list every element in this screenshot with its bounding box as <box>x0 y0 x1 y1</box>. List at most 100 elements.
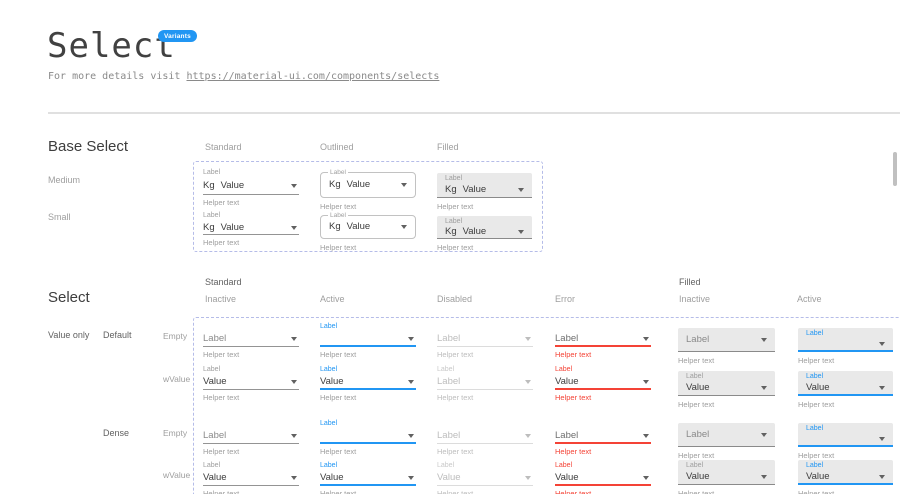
dropdown-caret-icon <box>291 225 297 230</box>
select-standard-active-empty: Label Helper text <box>320 322 416 359</box>
dropdown-caret-icon <box>525 476 531 480</box>
select-dense-standard-inactive-empty: Label Helper text <box>203 419 299 456</box>
select-control[interactable] <box>320 429 416 444</box>
dropdown-caret-icon <box>518 230 524 234</box>
value-text: Value <box>346 221 371 232</box>
adornment: Kg <box>329 221 341 232</box>
select-control: Label <box>437 375 533 390</box>
select-filled-active-wvalue: Label Value Helper text <box>798 371 893 409</box>
page-title: Select <box>47 26 176 66</box>
select-dense-standard-disabled-wvalue: Label Value Helper text <box>437 461 533 494</box>
helper-text: Helper text <box>678 451 715 460</box>
select-value: Value <box>686 382 710 393</box>
select-control[interactable]: Label Value <box>678 371 775 396</box>
select-control[interactable]: Value <box>203 375 299 390</box>
select-label: Label <box>806 462 824 469</box>
select-control[interactable]: Label <box>678 328 775 352</box>
select-control[interactable] <box>320 332 416 347</box>
dropdown-caret-icon <box>291 434 297 438</box>
base-standard-small-select: Label Kg Value Helper text <box>203 211 299 247</box>
select-control[interactable]: Label <box>203 332 299 347</box>
dropdown-caret-icon <box>525 337 531 341</box>
dropdown-caret-icon <box>879 385 885 390</box>
dropdown-caret-icon <box>518 188 524 192</box>
label-spacer <box>437 419 533 429</box>
select-value: Value <box>320 471 344 483</box>
select-control[interactable]: Label <box>555 332 651 347</box>
select-control[interactable]: Value <box>555 375 651 390</box>
dropdown-caret-icon <box>643 379 649 384</box>
select-label: Label <box>806 425 824 432</box>
select-control[interactable]: Label Value <box>678 460 775 485</box>
label-spacer <box>203 322 299 332</box>
select-value: Label <box>686 334 710 345</box>
select-label: Label <box>437 366 455 373</box>
dropdown-caret-icon <box>408 336 414 341</box>
select-value: Kg Value <box>203 180 291 192</box>
material-ui-link[interactable]: https://material-ui.com/components/selec… <box>186 71 440 82</box>
variants-section-title: Select <box>48 289 90 306</box>
adornment: Kg <box>445 226 457 237</box>
select-dense-filled-active-empty: Label Helper text <box>798 423 893 460</box>
select-filled-inactive-wvalue: Label Value Helper text <box>678 371 775 409</box>
select-label: Label <box>203 462 221 469</box>
select-value: Kg Value <box>203 222 291 234</box>
adornment: Kg <box>203 221 215 233</box>
select-control: Label <box>437 332 533 347</box>
select-value: Value <box>437 472 461 483</box>
helper-text: Helper text <box>678 489 715 494</box>
select-dense-standard-active-empty: Label Helper text <box>320 419 416 456</box>
helper-text: Helper text <box>437 350 474 359</box>
row-label-empty: Empty <box>163 331 188 341</box>
select-control[interactable]: Label <box>678 423 775 447</box>
select-control[interactable]: Label <box>203 429 299 444</box>
row-label-medium: Medium <box>48 175 81 185</box>
dropdown-caret-icon <box>643 336 649 341</box>
select-value: Label <box>555 429 579 441</box>
select-label: Label <box>203 212 221 219</box>
select-value: Label <box>203 430 227 441</box>
select-control[interactable]: Kg Value <box>203 178 299 195</box>
select-control[interactable]: Label Kg Value <box>320 212 416 239</box>
select-control[interactable]: Label Kg Value <box>437 173 532 198</box>
adornment: Kg <box>329 179 341 190</box>
select-control[interactable]: Label <box>798 423 893 447</box>
select-control[interactable]: Label <box>798 328 893 352</box>
select-control[interactable]: Value <box>203 471 299 486</box>
value-text: Value <box>220 180 245 191</box>
helper-text: Helper text <box>203 198 240 207</box>
select-control[interactable]: Label Kg Value <box>320 169 416 198</box>
value-text: Value <box>462 226 487 237</box>
state-head-error: Error <box>555 294 575 304</box>
select-label: Label <box>445 175 463 182</box>
select-control[interactable]: Label Value <box>798 460 893 485</box>
row-label-wvalue: wValue <box>163 374 191 384</box>
vertical-scrollbar-thumb[interactable] <box>893 152 897 186</box>
variants-badge: Variants <box>158 30 197 42</box>
label-spacer <box>555 419 651 429</box>
select-control[interactable]: Label Kg Value <box>437 216 532 239</box>
select-standard-active-wvalue: Label Value Helper text <box>320 365 416 402</box>
select-control: Label <box>437 429 533 444</box>
select-control[interactable]: Value <box>320 375 416 390</box>
row-label-dense-empty: Empty <box>163 428 188 438</box>
select-control[interactable]: Label <box>555 429 651 444</box>
helper-text: Helper text <box>320 350 357 359</box>
dropdown-caret-icon <box>643 433 649 438</box>
select-value: Value <box>320 375 344 387</box>
variants-frame <box>193 317 900 494</box>
select-control[interactable]: Label Value <box>798 371 893 396</box>
dropdown-caret-icon <box>408 433 414 438</box>
value-text: Value <box>462 184 487 195</box>
select-control[interactable]: Value <box>320 471 416 486</box>
dropdown-caret-icon <box>761 338 767 342</box>
select-control[interactable]: Value <box>555 471 651 486</box>
select-filled-active-empty: Label Helper text <box>798 328 893 365</box>
row-label-default: Default <box>103 330 132 340</box>
select-value: Label <box>437 430 461 441</box>
dropdown-caret-icon <box>525 380 531 384</box>
base-filled-small-select: Label Kg Value Helper text <box>437 216 532 252</box>
select-control[interactable]: Kg Value <box>203 221 299 235</box>
select-value: Value <box>806 381 830 393</box>
